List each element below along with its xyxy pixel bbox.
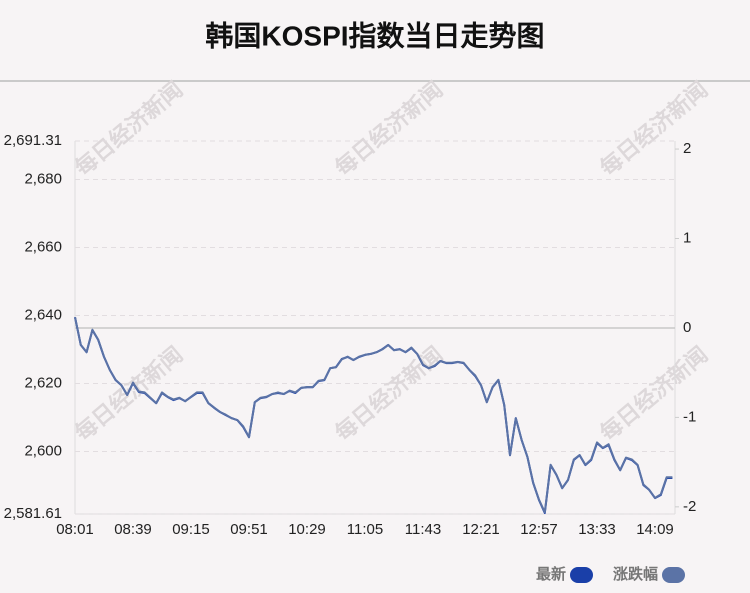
y-tick-label: 2,691.31 xyxy=(4,132,62,149)
y-tick-label: 2,660 xyxy=(24,238,62,255)
legend-swatch xyxy=(662,567,685,583)
y2-tick-label: 2 xyxy=(683,140,691,157)
chart-title: 韩国KOSPI指数当日走势图 xyxy=(205,20,544,51)
legend-label: 最新 xyxy=(536,565,566,583)
legend-swatch xyxy=(570,567,593,583)
series-line xyxy=(74,316,673,514)
y2-tick-label: 1 xyxy=(683,229,691,246)
x-tick-label: 09:15 xyxy=(172,521,210,538)
y-tick-label: 2,640 xyxy=(24,306,62,323)
y-tick-label: 2,620 xyxy=(24,374,62,391)
y2-tick-label: -2 xyxy=(683,498,696,515)
x-tick-label: 11:43 xyxy=(405,521,441,538)
x-tick-label: 08:01 xyxy=(56,521,94,538)
y2-tick-label: 0 xyxy=(683,319,691,336)
x-tick-label: 12:21 xyxy=(462,521,500,538)
x-tick-label: 09:51 xyxy=(230,521,268,538)
x-tick-label: 11:05 xyxy=(347,521,383,538)
y2-tick-label: -1 xyxy=(683,408,696,425)
y-tick-label: 2,581.61 xyxy=(4,505,62,522)
x-tick-label: 14:09 xyxy=(636,521,674,538)
y-tick-label: 2,600 xyxy=(24,442,62,459)
legend-label: 涨跌幅 xyxy=(613,565,658,583)
x-tick-label: 12:57 xyxy=(520,521,558,538)
x-tick-label: 10:29 xyxy=(288,521,326,538)
x-tick-label: 08:39 xyxy=(114,521,152,538)
y-tick-label: 2,680 xyxy=(24,170,62,187)
x-tick-label: 13:33 xyxy=(578,521,616,538)
